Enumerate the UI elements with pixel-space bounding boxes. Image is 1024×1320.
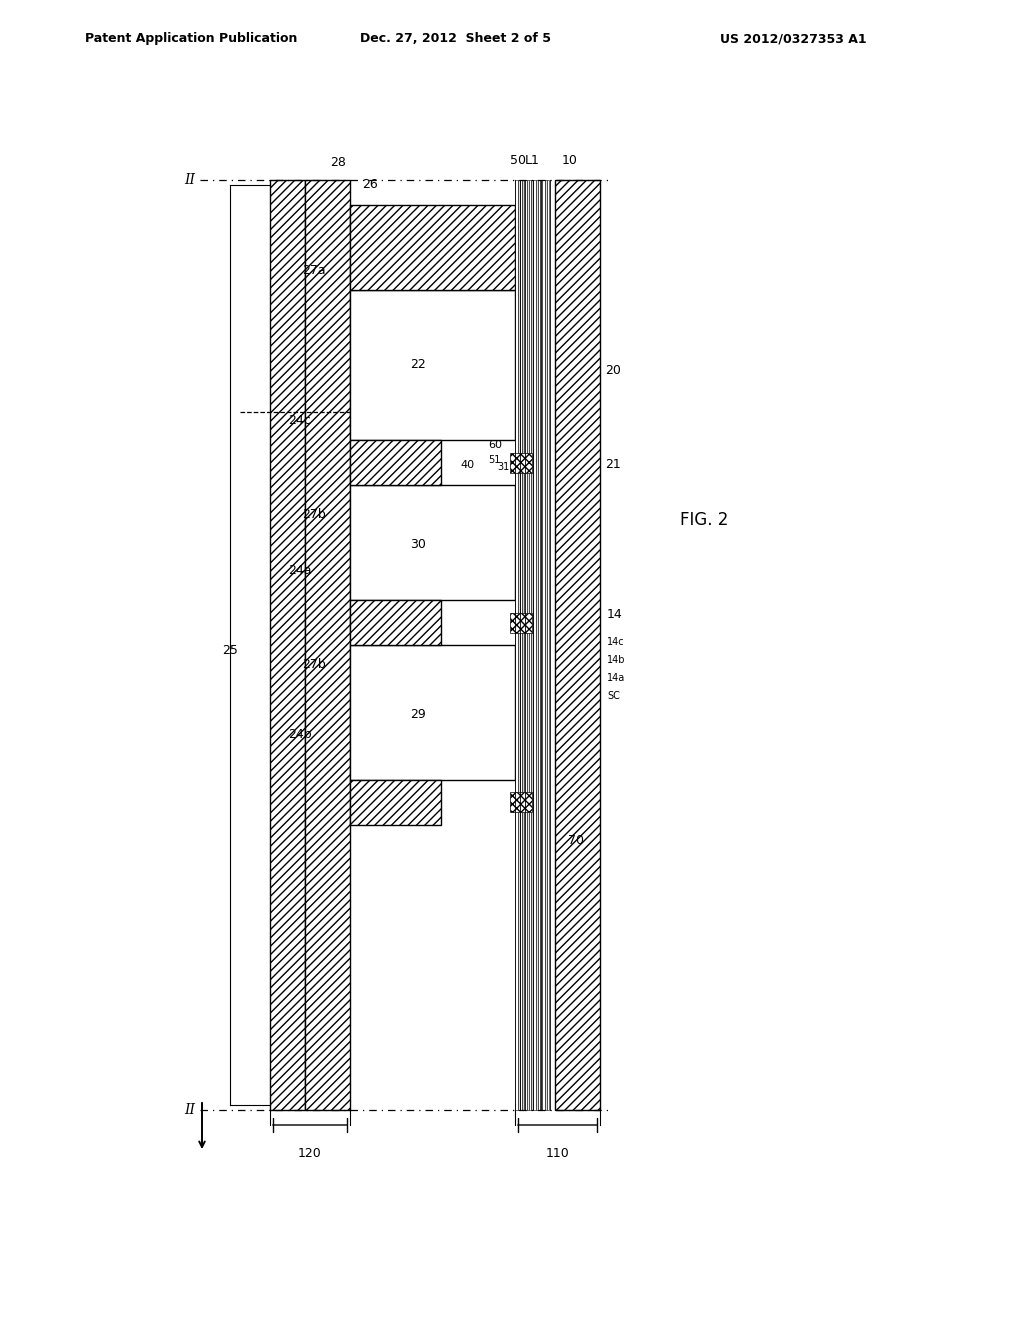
- Bar: [350, 601, 440, 645]
- Bar: [515, 180, 517, 1110]
- Bar: [531, 180, 534, 1110]
- Text: US 2012/0327353 A1: US 2012/0327353 A1: [720, 32, 866, 45]
- Text: 26: 26: [362, 178, 378, 191]
- Bar: [526, 180, 529, 1110]
- Text: 29: 29: [410, 709, 426, 722]
- Text: Patent Application Publication: Patent Application Publication: [85, 32, 297, 45]
- Bar: [510, 612, 532, 632]
- Text: 60: 60: [488, 440, 502, 450]
- Bar: [540, 180, 542, 1110]
- Text: 14: 14: [607, 609, 623, 622]
- Text: II: II: [184, 173, 195, 187]
- Text: 25: 25: [222, 644, 238, 656]
- Text: L1: L1: [525, 153, 540, 166]
- Text: 30: 30: [410, 539, 426, 552]
- Bar: [536, 180, 538, 1110]
- Text: 10: 10: [562, 153, 578, 166]
- Bar: [517, 180, 520, 1110]
- Text: 14a: 14a: [607, 673, 626, 682]
- Bar: [350, 440, 440, 484]
- Text: 40: 40: [460, 459, 474, 470]
- Text: II: II: [184, 1104, 195, 1117]
- Text: 28: 28: [330, 156, 346, 169]
- Bar: [520, 180, 522, 1110]
- Text: 51: 51: [488, 455, 501, 465]
- Text: 24a: 24a: [288, 564, 311, 577]
- Bar: [510, 792, 532, 813]
- Text: 27b: 27b: [302, 508, 326, 521]
- Bar: [542, 180, 545, 1110]
- Bar: [350, 205, 515, 290]
- Text: 14c: 14c: [607, 638, 625, 647]
- Bar: [547, 180, 549, 1110]
- Text: 120: 120: [298, 1147, 322, 1160]
- Text: 27b: 27b: [302, 659, 326, 672]
- Text: 22: 22: [410, 359, 426, 371]
- Text: 110: 110: [546, 1147, 569, 1160]
- Text: Dec. 27, 2012  Sheet 2 of 5: Dec. 27, 2012 Sheet 2 of 5: [360, 32, 551, 45]
- Bar: [350, 290, 515, 440]
- Bar: [555, 180, 600, 1110]
- Text: 24c: 24c: [288, 413, 310, 426]
- Text: 50: 50: [510, 153, 526, 166]
- Text: 21: 21: [605, 458, 621, 471]
- Text: 31: 31: [497, 462, 509, 473]
- Bar: [350, 484, 515, 601]
- Text: 27a: 27a: [302, 264, 326, 276]
- Text: 24b: 24b: [288, 729, 311, 742]
- Text: 70: 70: [568, 833, 584, 846]
- Bar: [534, 180, 536, 1110]
- Bar: [350, 645, 515, 780]
- Bar: [350, 780, 440, 825]
- Bar: [305, 180, 350, 1110]
- Text: 14b: 14b: [607, 655, 626, 665]
- Bar: [538, 180, 540, 1110]
- Bar: [522, 180, 524, 1110]
- Bar: [270, 180, 305, 1110]
- Text: 20: 20: [605, 363, 621, 376]
- Text: SC: SC: [607, 690, 620, 701]
- Bar: [510, 453, 532, 473]
- Text: FIG. 2: FIG. 2: [680, 511, 728, 529]
- Bar: [545, 180, 547, 1110]
- Bar: [529, 180, 531, 1110]
- Bar: [524, 180, 526, 1110]
